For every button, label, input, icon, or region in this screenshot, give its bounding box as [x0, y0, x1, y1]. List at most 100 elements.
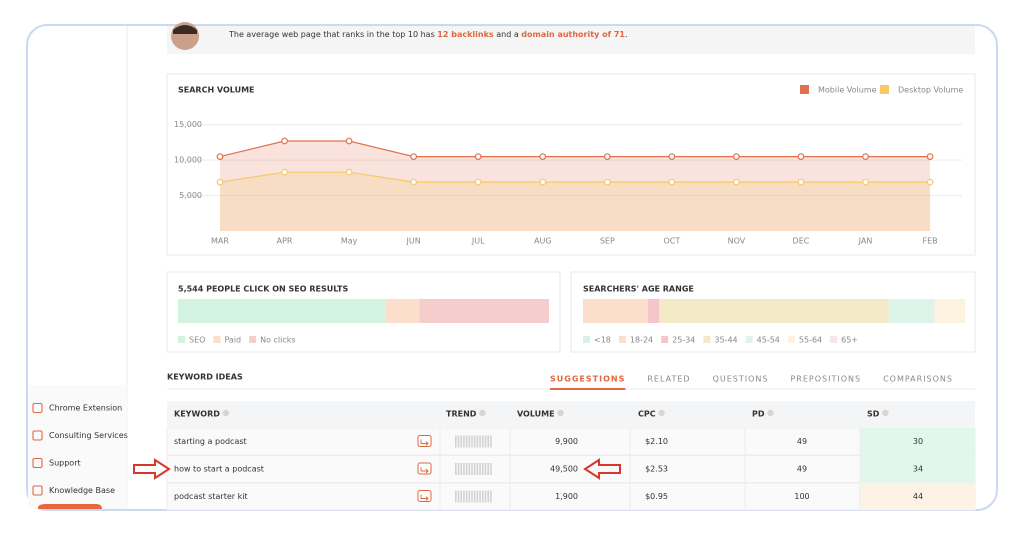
sidebar-button[interactable]: [38, 504, 102, 509]
open-arrow: [420, 467, 429, 474]
open-arrow: [420, 494, 429, 501]
trend-bar: [471, 435, 473, 448]
trend-bar: [476, 490, 479, 503]
legend-swatch: [787, 336, 795, 343]
open-icon[interactable]: [417, 462, 432, 475]
sidebar-item[interactable]: Knowledge Base: [49, 486, 115, 495]
point: [668, 153, 676, 161]
chart-title: SEARCH VOLUME: [178, 86, 255, 95]
column-header: CPC: [638, 410, 656, 419]
trend-bar: [468, 490, 471, 503]
x-tick-label: May: [341, 237, 358, 246]
annotation-arrow: [583, 458, 621, 480]
tab[interactable]: PREPOSITIONS: [790, 375, 861, 384]
trend-bar: [460, 435, 462, 448]
avatar-hair: [173, 25, 197, 34]
line: [219, 171, 931, 183]
column-header: SD: [867, 410, 880, 419]
sidebar-item[interactable]: Chrome Extension: [49, 404, 122, 413]
legend-swatch: [583, 336, 590, 343]
x-tick-label: JAN: [858, 237, 873, 246]
column-header: PD: [752, 410, 765, 419]
trend-bar: [465, 463, 468, 475]
trend-bar: [490, 463, 492, 475]
table-header: [167, 401, 975, 427]
volume: 1,900: [555, 492, 578, 501]
keyword: podcast starter kit: [174, 492, 248, 501]
sidebar-item[interactable]: Support: [49, 459, 81, 468]
trend-bar: [490, 435, 492, 448]
legend-swatch: [249, 336, 257, 343]
tab[interactable]: QUESTIONS: [713, 375, 769, 384]
x-tick-label: SEP: [600, 237, 615, 246]
trend-bar: [487, 463, 489, 475]
open-icon[interactable]: [417, 490, 432, 502]
point: [539, 153, 547, 161]
point: [797, 178, 805, 186]
legend-swatch: [213, 336, 221, 343]
tab[interactable]: COMPARISONS: [883, 375, 953, 384]
trend-bar: [473, 435, 476, 448]
trend-bar: [473, 490, 476, 503]
trend-bar: [468, 435, 471, 448]
legend-swatch: [800, 85, 809, 94]
legend-swatch: [703, 336, 711, 343]
trend-bar: [479, 435, 481, 448]
point: [345, 137, 353, 145]
header-middle: and a: [496, 30, 519, 39]
point: [474, 153, 482, 161]
sidebar-icon: [32, 430, 43, 441]
point: [216, 178, 224, 186]
header-backlinks: 12 backlinks: [437, 30, 494, 39]
x-tick-label: JUN: [406, 237, 421, 246]
trend-bar: [490, 490, 492, 503]
info-icon: [557, 409, 564, 417]
tab[interactable]: SUGGESTIONS: [550, 375, 625, 384]
point: [603, 153, 611, 161]
info-icon: [658, 409, 665, 417]
cpc: $2.10: [645, 437, 668, 446]
sidebar-icon: [32, 457, 43, 469]
tab[interactable]: RELATED: [647, 375, 690, 384]
trend-bar: [457, 435, 460, 448]
header-lead: The average web page that ranks in the t…: [228, 30, 435, 39]
legend-label: SEO: [189, 336, 205, 345]
bar-segment: [385, 299, 420, 323]
sd-cell: [860, 428, 975, 455]
table-row: [166, 482, 976, 511]
keyword: starting a podcast: [174, 437, 247, 446]
point: [668, 178, 676, 186]
point: [862, 153, 869, 161]
bar-segment: [888, 299, 935, 323]
trend-bar: [484, 435, 487, 448]
x-tick-label: FEB: [922, 237, 937, 246]
info-icon: [222, 409, 230, 417]
cpc: $0.95: [645, 492, 668, 501]
open-icon[interactable]: [417, 435, 432, 447]
info-icon: [882, 409, 889, 417]
line: [219, 140, 931, 158]
trend-bar: [465, 435, 468, 448]
y-tick-label: 15,000: [174, 120, 202, 129]
trend-bar: [463, 490, 465, 503]
sidebar-panel: [28, 385, 127, 509]
legend-label: 18-24: [630, 336, 653, 345]
point: [733, 178, 740, 186]
header-authority: domain authority of 71: [521, 30, 625, 39]
trend-bar: [487, 435, 489, 448]
legend-label: Mobile Volume: [818, 86, 877, 95]
point: [216, 153, 224, 161]
sd-cell: [860, 483, 975, 510]
legend-swatch: [661, 336, 669, 343]
trend-bar: [463, 435, 465, 448]
point: [603, 178, 611, 186]
trend-bar: [455, 490, 457, 503]
bar-segment: [419, 299, 549, 323]
sidebar-item[interactable]: Consulting Services: [49, 431, 128, 440]
x-tick-label: APR: [277, 237, 293, 246]
point: [281, 137, 288, 145]
chart-title: 5,544 PEOPLE CLICK ON SEO RESULTS: [178, 285, 348, 294]
bar-segment: [583, 299, 648, 323]
